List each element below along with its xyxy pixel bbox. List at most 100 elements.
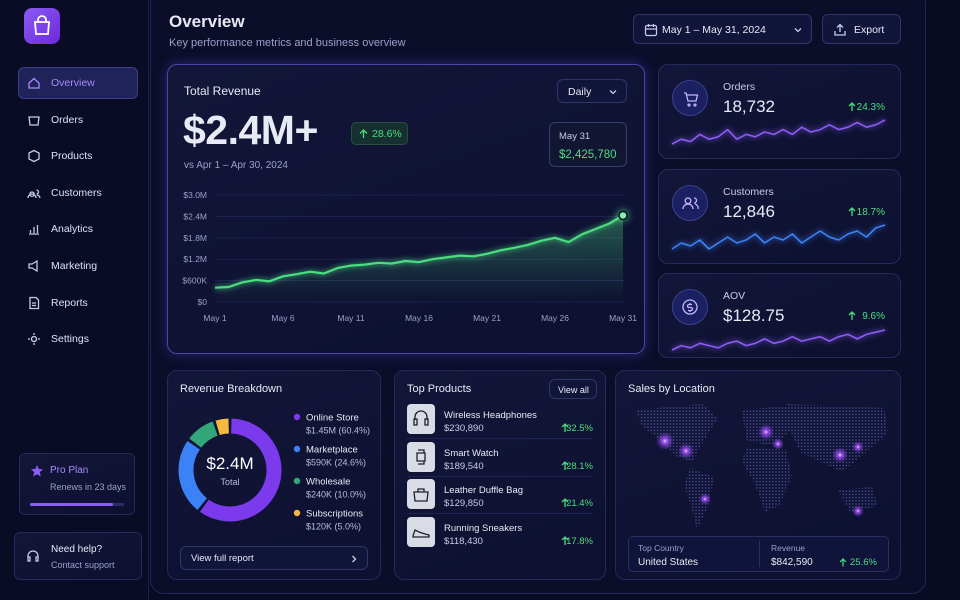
product-image-path bbox=[412, 529, 430, 538]
up-arrow bbox=[848, 207, 856, 216]
product-image-path bbox=[413, 488, 429, 503]
kpi-icon-circle bbox=[672, 80, 708, 116]
star-icon bbox=[31, 465, 43, 477]
nav-icon-path bbox=[28, 115, 40, 126]
view-report-button[interactable]: View full report bbox=[180, 546, 368, 570]
row-divider bbox=[407, 475, 593, 477]
location-revenue-label: Revenue bbox=[771, 543, 806, 553]
product-change: 32.5% bbox=[566, 423, 593, 434]
top-country: United States bbox=[638, 557, 699, 568]
location-summary: Top Country United States Revenue $842,5… bbox=[628, 536, 889, 572]
help-card[interactable]: Need help? Contact support bbox=[14, 532, 142, 580]
date-range: May 1 – May 31, 2024 bbox=[662, 24, 766, 36]
plan-progress bbox=[30, 503, 113, 506]
up-arrow bbox=[561, 460, 569, 470]
kpi-icon-path bbox=[682, 299, 698, 315]
kpi-change: 24.3% bbox=[856, 102, 885, 113]
product-name: Leather Duffle Bag bbox=[444, 485, 524, 497]
up-arrow bbox=[561, 498, 569, 508]
kpi-icon bbox=[684, 92, 699, 107]
product-revenue: $118,430 bbox=[444, 536, 483, 548]
view-all-button[interactable]: View all bbox=[549, 379, 597, 399]
nav-icon-path bbox=[28, 149, 40, 163]
nav-label: Settings bbox=[51, 333, 89, 346]
revenue-change: 28.6% bbox=[372, 128, 402, 140]
page-title: Overview bbox=[169, 12, 245, 31]
row-divider bbox=[407, 513, 593, 515]
kpi-icon-path bbox=[684, 92, 699, 107]
nav-label: Overview bbox=[51, 77, 95, 89]
top-country-label: Top Country bbox=[638, 543, 684, 553]
product-thumb bbox=[407, 441, 435, 472]
nav-icon bbox=[28, 333, 40, 346]
up-arrow-path bbox=[561, 498, 569, 508]
date-picker[interactable]: May 1 – May 31, 2024 bbox=[633, 14, 812, 44]
kpi-icon bbox=[682, 197, 699, 210]
up-arrow-path bbox=[848, 102, 856, 111]
product-image bbox=[412, 529, 430, 538]
kpi-value: 18,732 bbox=[723, 97, 775, 116]
kpi-label: Orders bbox=[723, 81, 756, 93]
product-change: 17.8% bbox=[566, 536, 593, 548]
divider bbox=[759, 541, 760, 567]
revenue-title: Total Revenue bbox=[184, 84, 261, 98]
up-arrow-path bbox=[561, 460, 569, 470]
product-revenue: $129,850 bbox=[444, 498, 484, 510]
tooltip-date: May 31 bbox=[559, 131, 591, 142]
chevron bbox=[352, 555, 357, 563]
kpi-label: Customers bbox=[723, 186, 774, 198]
kpi-label: AOV bbox=[723, 290, 746, 302]
kpi-icon-path bbox=[682, 197, 699, 210]
period-select[interactable]: Daily bbox=[557, 79, 627, 103]
help-icon bbox=[27, 550, 39, 562]
up-arrow bbox=[848, 102, 856, 111]
chevron bbox=[609, 90, 617, 95]
up-arrow bbox=[561, 536, 569, 546]
kpi-change: 18.7% bbox=[856, 207, 885, 218]
nav-label: Customers bbox=[51, 186, 102, 199]
help-title: Need help? bbox=[51, 544, 103, 555]
product-image-path bbox=[413, 410, 429, 426]
calendar-icon bbox=[644, 24, 658, 37]
nav-icon bbox=[27, 189, 41, 198]
tooltip-value: $2,425,780 bbox=[559, 149, 617, 161]
breakdown-title: Revenue Breakdown bbox=[180, 383, 283, 395]
nav-icon-path bbox=[28, 77, 40, 89]
nav-label: Reports bbox=[51, 296, 88, 309]
logo[interactable] bbox=[24, 8, 60, 44]
location-revenue: $842,590 bbox=[771, 557, 813, 568]
up-arrow-path bbox=[848, 311, 856, 320]
export-label: Export bbox=[854, 24, 885, 36]
up-arrow bbox=[359, 129, 368, 138]
nav-label: Products bbox=[51, 150, 93, 163]
up-arrow bbox=[839, 558, 847, 567]
product-name: Wireless Headphones bbox=[444, 410, 537, 421]
product-revenue: $230,890 bbox=[444, 423, 484, 434]
product-image bbox=[413, 488, 429, 503]
export-button[interactable]: Export bbox=[822, 14, 901, 44]
row-divider bbox=[407, 438, 593, 439]
plan-track bbox=[30, 503, 124, 506]
nav-icon-path bbox=[29, 225, 39, 236]
revenue-value: $2.4M+ bbox=[183, 107, 318, 153]
revenue-change-pill: 28.6% bbox=[351, 122, 408, 145]
product-change: 28.1% bbox=[566, 460, 593, 472]
nav-icon bbox=[28, 149, 40, 163]
nav-label: Marketing bbox=[51, 260, 98, 272]
view-all-label: View all bbox=[558, 385, 589, 395]
plan-card: Pro Plan Renews in 23 days bbox=[19, 453, 135, 515]
product-image bbox=[416, 449, 426, 465]
help-subtitle: Contact support bbox=[51, 560, 115, 570]
product-image-path bbox=[416, 449, 426, 465]
nav-icon bbox=[28, 259, 38, 273]
nav-active bbox=[18, 67, 138, 99]
kpi-icon bbox=[682, 299, 698, 315]
nav-icon-path bbox=[27, 189, 41, 198]
nav-icon bbox=[28, 77, 40, 89]
nav-icon-path bbox=[28, 333, 40, 346]
product-name: Running Sneakers bbox=[444, 523, 523, 535]
product-image bbox=[413, 410, 429, 426]
kpi-change: 9.6% bbox=[862, 311, 885, 322]
page-subtitle: Key performance metrics and business ove… bbox=[169, 37, 406, 49]
